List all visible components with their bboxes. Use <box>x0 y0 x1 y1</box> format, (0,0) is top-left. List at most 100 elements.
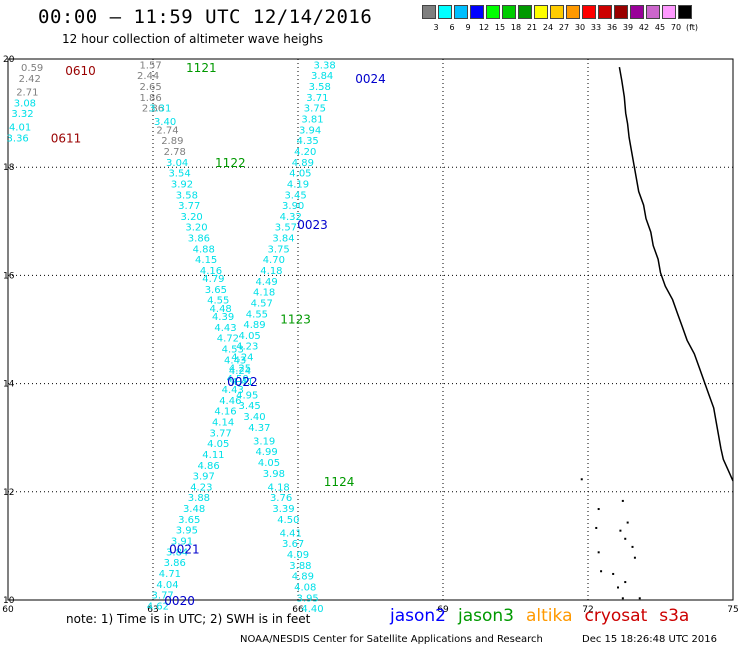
color-swatch <box>582 5 596 19</box>
color-swatch <box>678 5 692 19</box>
color-scale-label: 15 <box>494 23 506 32</box>
wave-height-value: 4.32 <box>280 212 302 223</box>
color-swatch <box>470 5 484 19</box>
wave-height-value: 4.89 <box>292 158 314 169</box>
color-swatch <box>630 5 644 19</box>
wave-height-value: 3.08 <box>14 98 36 109</box>
color-scale-label: 6 <box>449 23 455 32</box>
wave-height-value: 3.71 <box>306 93 328 104</box>
color-scale-label: 12 <box>478 23 490 32</box>
wave-height-value: 4.43 <box>222 385 244 396</box>
wave-height-value: 1.57 <box>139 60 161 71</box>
wave-height-value: 4.89 <box>292 572 314 583</box>
wave-height-value: 4.05 <box>258 458 280 469</box>
wave-height-value: 3.20 <box>185 223 207 234</box>
y-tick-label: 12 <box>3 488 14 498</box>
wave-height-value: 3.84 <box>166 547 188 558</box>
wave-height-value: 3.75 <box>304 104 326 115</box>
wave-height-value: 3.84 <box>311 71 333 82</box>
wave-height-value: 4.24 <box>229 366 251 377</box>
x-tick-label: 60 <box>2 605 14 615</box>
time-label: 0610 <box>65 64 96 78</box>
color-swatch <box>486 5 500 19</box>
wave-height-value: 4.05 <box>289 169 311 180</box>
wave-height-value: 4.71 <box>159 569 181 580</box>
legend-entry: jason3 <box>458 606 514 626</box>
wave-height-value: 3.84 <box>272 234 294 245</box>
wave-height-value: 3.58 <box>176 190 198 201</box>
wave-height-value: 3.54 <box>168 169 190 180</box>
x-tick-label: 75 <box>727 605 738 615</box>
wave-height-value: 0.59 <box>21 63 43 74</box>
wave-height-value: 4.86 <box>197 461 219 472</box>
island-mark <box>626 521 629 524</box>
wave-height-value: 3.40 <box>154 117 176 128</box>
island-mark <box>633 556 636 559</box>
color-scale-label: 27 <box>558 23 570 32</box>
color-scale-label: 33 <box>590 23 602 32</box>
footnote: note: 1) Time is in UTC; 2) SWH is in fe… <box>66 612 311 626</box>
time-label: 0022 <box>227 375 258 389</box>
wave-height-value: 3.77 <box>210 428 232 439</box>
wave-height-value: 3.86 <box>188 234 210 245</box>
wave-height-value: 4.53 <box>222 344 244 355</box>
plot-frame <box>7 58 734 601</box>
wave-height-value: 4.95 <box>236 390 258 401</box>
legend-entry: cryosat <box>584 606 648 626</box>
wave-height-value: 4.88 <box>193 244 215 255</box>
wave-height-value: 4.40 <box>301 604 323 615</box>
color-swatch <box>438 5 452 19</box>
wave-height-value: 3.65 <box>178 515 200 526</box>
wave-height-value: 2.78 <box>164 147 186 158</box>
wave-height-value: 4.20 <box>294 147 316 158</box>
wave-height-value: 4.55 <box>246 309 268 320</box>
wave-height-value: 4.18 <box>268 482 290 493</box>
wave-height-value: 3.88 <box>289 561 311 572</box>
wave-height-value: 4.19 <box>287 179 309 190</box>
wave-height-value: 3.77 <box>178 201 200 212</box>
color-scale-label: 9 <box>465 23 471 32</box>
island-mark <box>617 586 619 589</box>
wave-height-value: 3.75 <box>268 244 290 255</box>
color-scale-label: (ft) <box>685 23 699 32</box>
wave-height-value: 4.57 <box>251 298 273 309</box>
wave-height-value: 4.41 <box>231 377 253 388</box>
legend-entry: jason2 <box>390 606 446 626</box>
wave-height-value: 2.42 <box>19 74 41 85</box>
island-mark <box>597 508 600 511</box>
wave-height-value: 3.39 <box>272 504 294 515</box>
x-tick-label: 63 <box>147 605 158 615</box>
wave-height-value: 3.94 <box>299 125 321 136</box>
coastline <box>618 66 734 482</box>
color-scale-label: 39 <box>622 23 634 32</box>
wave-height-value: 4.18 <box>253 288 275 299</box>
color-swatch <box>422 5 436 19</box>
island-mark <box>621 597 624 600</box>
wave-height-value: 4.25 <box>229 363 251 374</box>
legend-entry: altika <box>526 606 573 626</box>
timestamp: Dec 15 18:26:48 UTC 2016 <box>582 634 717 645</box>
time-label: 0020 <box>164 594 195 608</box>
wave-height-value: 3.40 <box>243 412 265 423</box>
x-tick-label: 66 <box>292 605 304 615</box>
y-tick-label: 20 <box>3 55 15 65</box>
time-label: 1122 <box>215 156 246 170</box>
island-mark <box>631 545 634 548</box>
wave-height-value: 4.04 <box>156 580 178 591</box>
wave-height-value: 2.65 <box>139 82 161 93</box>
wave-height-value: 3.90 <box>282 201 304 212</box>
color-scale-label: 21 <box>526 23 538 32</box>
wave-height-value: 4.72 <box>217 334 239 345</box>
island-mark <box>624 537 627 540</box>
wave-height-value: 3.19 <box>253 436 275 447</box>
wave-height-value: 4.55 <box>207 296 229 307</box>
wave-height-value: 3.48 <box>183 504 205 515</box>
y-tick-label: 16 <box>3 271 15 281</box>
wave-height-value: 4.89 <box>243 320 265 331</box>
time-label: 1121 <box>186 61 217 75</box>
color-scale-label: 42 <box>638 23 650 32</box>
wave-height-value: 4.18 <box>260 266 282 277</box>
time-label: 1123 <box>280 313 311 327</box>
island-mark <box>619 529 622 532</box>
